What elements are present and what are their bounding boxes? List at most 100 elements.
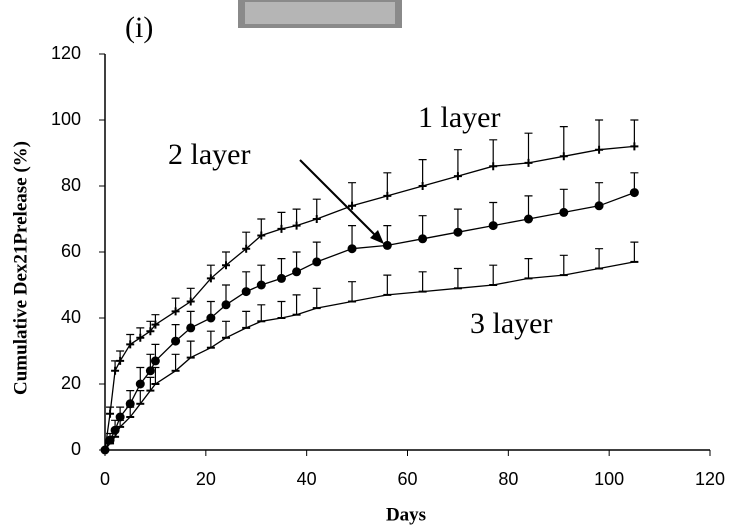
series-line (104, 261, 635, 451)
marker-plus (186, 297, 195, 306)
marker-plus (630, 142, 639, 151)
error-bar (242, 310, 251, 328)
error-bar (136, 390, 145, 404)
error-bar (277, 300, 286, 318)
marker-circle (125, 399, 135, 409)
error-bar (292, 294, 301, 315)
y-axis-label: Cumulative Dex21Prelease (%) (10, 141, 31, 395)
marker-circle (241, 287, 251, 297)
panel-label: (i) (125, 11, 153, 44)
series-label: 1 layer (418, 101, 500, 134)
error-bar (489, 139, 498, 167)
error-bar (418, 159, 427, 186)
error-bar (630, 119, 639, 147)
marker-plus (111, 366, 120, 375)
marker-plus (595, 145, 604, 154)
marker-circle (221, 300, 231, 310)
error-bar (559, 126, 568, 157)
x-tick-label: 20 (196, 469, 216, 489)
marker-circle (559, 207, 569, 217)
y-tick-label: 120 (51, 43, 81, 63)
marker-circle (347, 244, 357, 254)
error-bar (595, 248, 604, 269)
error-bar (489, 264, 498, 285)
series-label: 2 layer (168, 138, 250, 171)
marker-plus (257, 231, 266, 240)
marker-circle (488, 221, 498, 231)
marker-circle (171, 336, 181, 346)
marker-circle (594, 201, 604, 211)
x-tick-label: 0 (100, 469, 110, 489)
photo-fragment (245, 2, 395, 24)
marker-plus (453, 172, 462, 181)
error-bar (222, 320, 230, 338)
error-bar (524, 258, 533, 279)
marker-plus (106, 409, 115, 418)
series-line (104, 191, 635, 451)
marker-plus (559, 152, 568, 161)
error-bar (257, 304, 266, 322)
error-bar (206, 330, 215, 348)
error-bar (630, 241, 639, 262)
y-tick-label: 100 (51, 109, 81, 129)
arrow (299, 159, 379, 239)
marker-plus (206, 274, 215, 283)
error-bar (348, 281, 357, 302)
marker-plus (146, 327, 155, 336)
error-bar (111, 429, 120, 437)
error-bar (418, 271, 427, 292)
error-bar (383, 274, 392, 295)
marker-plus (136, 333, 145, 342)
error-bar (312, 287, 321, 309)
x-tick-label: 120 (695, 469, 725, 489)
x-axis-label: Days (386, 504, 426, 525)
x-tick-label: 60 (397, 469, 417, 489)
marker-plus (292, 221, 301, 230)
error-bar (559, 254, 568, 276)
y-tick-label: 0 (71, 439, 81, 459)
marker-circle (629, 188, 639, 198)
marker-circle (206, 313, 216, 323)
error-bar (186, 340, 195, 358)
y-tick-label: 20 (61, 373, 81, 393)
marker-plus (116, 356, 125, 365)
series-label: 3 layer (470, 307, 552, 340)
y-tick-label: 60 (61, 241, 81, 261)
x-tick-label: 40 (297, 469, 317, 489)
marker-circle (135, 379, 145, 389)
marker-circle (382, 240, 392, 250)
marker-plus (348, 201, 357, 210)
marker-plus (242, 244, 251, 253)
marker-plus (489, 162, 498, 171)
marker-circle (312, 257, 322, 267)
arrow-head (370, 230, 384, 244)
marker-plus (151, 320, 160, 329)
marker-plus (383, 191, 392, 200)
x-tick-label: 100 (594, 469, 624, 489)
error-bar (171, 353, 180, 371)
marker-circle (186, 323, 196, 333)
x-tick-label: 80 (498, 469, 518, 489)
marker-circle (453, 227, 463, 237)
marker-circle (292, 267, 302, 277)
marker-plus (126, 340, 135, 349)
error-bar (116, 419, 125, 427)
y-tick-label: 40 (61, 307, 81, 327)
marker-circle (150, 356, 160, 366)
error-bar (126, 406, 135, 417)
error-bar (453, 149, 462, 177)
marker-plus (222, 261, 230, 270)
error-bar (524, 132, 533, 163)
marker-circle (115, 412, 125, 422)
marker-plus (277, 224, 286, 233)
error-bar (146, 376, 155, 391)
marker-circle (276, 273, 286, 283)
marker-circle (418, 234, 428, 244)
series-line (104, 145, 635, 451)
marker-circle (256, 280, 266, 290)
error-bar (151, 366, 160, 384)
marker-circle (524, 214, 533, 224)
marker-plus (524, 158, 533, 167)
marker-plus (418, 182, 427, 190)
